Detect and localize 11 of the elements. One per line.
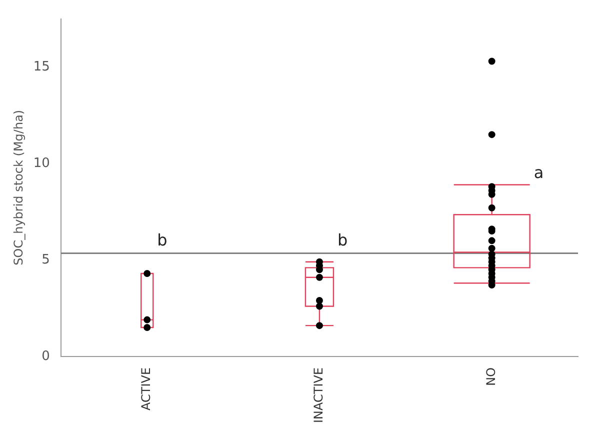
y-tick-label: 5	[42, 252, 50, 268]
annotation: a	[534, 162, 544, 182]
y-axis-title: SOC_hybrid stock (Mg/ha)	[11, 110, 26, 266]
x-tick-label: NO	[484, 367, 498, 386]
annotation: b	[157, 230, 168, 250]
x-tick-label: ACTIVE	[139, 367, 154, 410]
x-tick-label: INACTIVE	[312, 367, 326, 424]
y-tick-label: 10	[33, 156, 50, 171]
y-tick-label: 15	[33, 59, 50, 74]
annotation: b	[337, 230, 348, 250]
y-tick-label: 0	[42, 348, 50, 364]
